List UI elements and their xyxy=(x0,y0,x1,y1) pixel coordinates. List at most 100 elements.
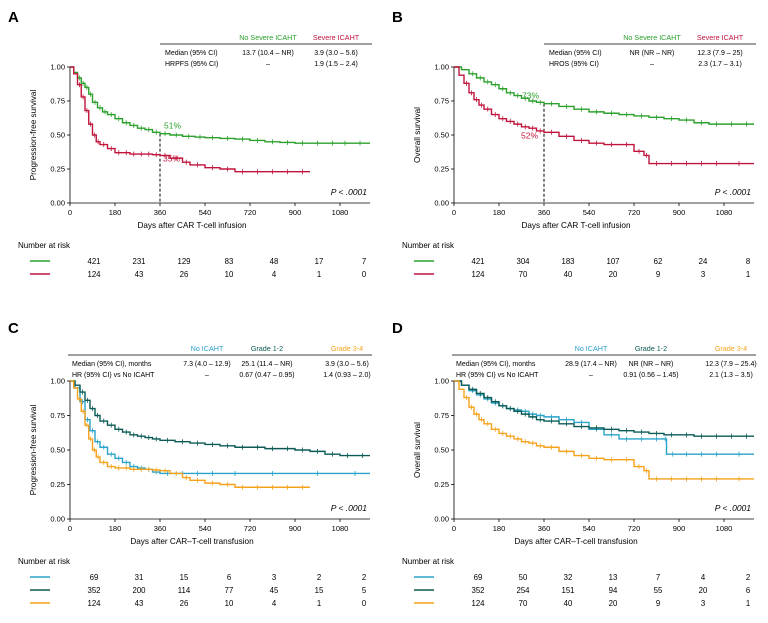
km-curve-blue xyxy=(454,380,754,455)
stats-header: No ICAHT xyxy=(575,344,608,353)
x-tick-label: 720 xyxy=(244,524,257,533)
risk-count: 20 xyxy=(699,586,708,595)
y-tick-label: 0.75 xyxy=(434,97,449,106)
risk-count: 4 xyxy=(272,599,277,608)
y-tick-label: 1.00 xyxy=(434,63,449,72)
landmark-label: 35% xyxy=(163,153,180,163)
stats-value: 25.1 (11.4 – NR) xyxy=(241,361,292,368)
panel-letter: C xyxy=(8,320,19,337)
risk-count: 31 xyxy=(135,573,144,582)
stats-header: Grade 1-2 xyxy=(635,344,667,353)
y-tick-label: 0.50 xyxy=(50,446,65,455)
risk-count: 40 xyxy=(564,599,573,608)
y-axis-label: Progression-free survival xyxy=(29,405,38,496)
risk-count: 77 xyxy=(225,586,234,595)
x-tick-label: 900 xyxy=(289,208,302,217)
p-value: P < .0001 xyxy=(331,503,368,513)
stats-value: – xyxy=(205,372,209,379)
x-axis-label: Days after CAR T-cell infusion xyxy=(521,221,631,230)
risk-table-title: Number at risk xyxy=(18,557,71,566)
risk-count: 0 xyxy=(362,270,367,279)
x-tick-label: 720 xyxy=(628,208,641,217)
x-tick-label: 180 xyxy=(109,208,122,217)
risk-count: 9 xyxy=(656,599,660,608)
km-chart-c: C No ICAHT Grade 1-2 Grade 3-4 Median (95% C… xyxy=(8,320,372,608)
landmark-label: 51% xyxy=(164,121,181,131)
y-axis-label: Progression-free survival xyxy=(29,90,38,181)
y-tick-label: 0.25 xyxy=(434,480,449,489)
risk-count: 40 xyxy=(564,270,573,279)
risk-count: 1 xyxy=(317,270,321,279)
km-chart-b: B No Severe ICAHT Severe ICAHT Median (95% … xyxy=(392,9,756,279)
y-tick-label: 1.00 xyxy=(434,377,449,386)
risk-count: 231 xyxy=(132,257,145,266)
risk-count: 70 xyxy=(519,599,528,608)
risk-count: 26 xyxy=(180,599,189,608)
risk-count: 304 xyxy=(516,257,530,266)
y-tick-label: 0.25 xyxy=(50,165,65,174)
x-tick-label: 720 xyxy=(244,208,257,217)
risk-count: 69 xyxy=(474,573,483,582)
y-tick-label: 0.00 xyxy=(50,199,65,208)
risk-count: 45 xyxy=(270,586,279,595)
risk-count: 20 xyxy=(609,599,618,608)
risk-count: 1 xyxy=(317,599,321,608)
x-tick-label: 720 xyxy=(628,524,641,533)
x-tick-label: 180 xyxy=(109,524,122,533)
risk-count: 2 xyxy=(317,573,321,582)
x-tick-label: 180 xyxy=(493,208,506,217)
y-tick-label: 0.50 xyxy=(50,131,65,140)
risk-count: 3 xyxy=(701,270,705,279)
risk-count: 6 xyxy=(227,573,231,582)
risk-count: 94 xyxy=(609,586,618,595)
y-tick-label: 0.75 xyxy=(50,97,65,106)
stats-value: 3.9 (3.0 – 5.6) xyxy=(325,361,369,368)
x-tick-label: 360 xyxy=(538,524,551,533)
risk-count: 352 xyxy=(471,586,484,595)
risk-count: 10 xyxy=(225,599,234,608)
landmark-label: 73% xyxy=(522,91,539,101)
x-tick-label: 540 xyxy=(583,524,596,533)
x-axis-label: Days after CAR–T-cell transfusion xyxy=(130,537,254,546)
stats-value: 2.3 (1.7 – 3.1) xyxy=(698,61,742,68)
stats-value: 13.7 (10.4 – NR) xyxy=(242,50,294,57)
risk-count: 9 xyxy=(656,270,660,279)
x-tick-label: 540 xyxy=(199,208,212,217)
stats-value: 7.3 (4.0 – 12.9) xyxy=(183,361,230,368)
risk-count: 183 xyxy=(561,257,574,266)
y-tick-label: 0.25 xyxy=(434,165,449,174)
stats-value: 12.3 (7.9 – 25.4) xyxy=(705,361,756,368)
stats-header: No Severe ICAHT xyxy=(239,33,297,42)
panel-a: A No Severe ICAHT Severe ICAHT Median (95% … xyxy=(0,0,384,311)
y-tick-label: 0.00 xyxy=(50,515,65,524)
panel-letter: B xyxy=(392,9,403,26)
landmark-label: 52% xyxy=(521,130,538,140)
stats-value: 0.67 (0.47 – 0.95) xyxy=(239,372,294,379)
risk-count: 1 xyxy=(746,599,750,608)
stats-value: NR (NR – NR) xyxy=(630,50,675,57)
stats-header: Grade 3-4 xyxy=(715,344,747,353)
stats-value: NR (NR – NR) xyxy=(629,361,674,368)
km-curve-orange xyxy=(70,380,310,488)
y-axis-label: Overall survival xyxy=(413,422,422,478)
risk-count: 4 xyxy=(701,573,706,582)
stats-value: 28.9 (17.4 – NR) xyxy=(565,361,617,368)
panel-letter: A xyxy=(8,9,19,26)
x-axis-label: Days after CAR–T-cell transfusion xyxy=(514,537,638,546)
x-tick-label: 0 xyxy=(452,524,456,533)
km-curve-teal xyxy=(70,380,370,457)
stats-row-label: Median (95% CI), months xyxy=(456,361,536,368)
stats-header: Grade 3-4 xyxy=(331,344,363,353)
risk-count: 3 xyxy=(272,573,276,582)
y-tick-label: 0.50 xyxy=(434,131,449,140)
stats-row-label: Median (95% CI) xyxy=(549,50,602,57)
x-tick-label: 360 xyxy=(154,524,167,533)
risk-count: 254 xyxy=(516,586,530,595)
risk-count: 124 xyxy=(87,599,101,608)
risk-count: 32 xyxy=(564,573,573,582)
y-tick-label: 0.00 xyxy=(434,199,449,208)
risk-count: 2 xyxy=(362,573,366,582)
x-tick-label: 1080 xyxy=(332,524,349,533)
x-tick-label: 1080 xyxy=(716,524,733,533)
risk-count: 15 xyxy=(180,573,189,582)
